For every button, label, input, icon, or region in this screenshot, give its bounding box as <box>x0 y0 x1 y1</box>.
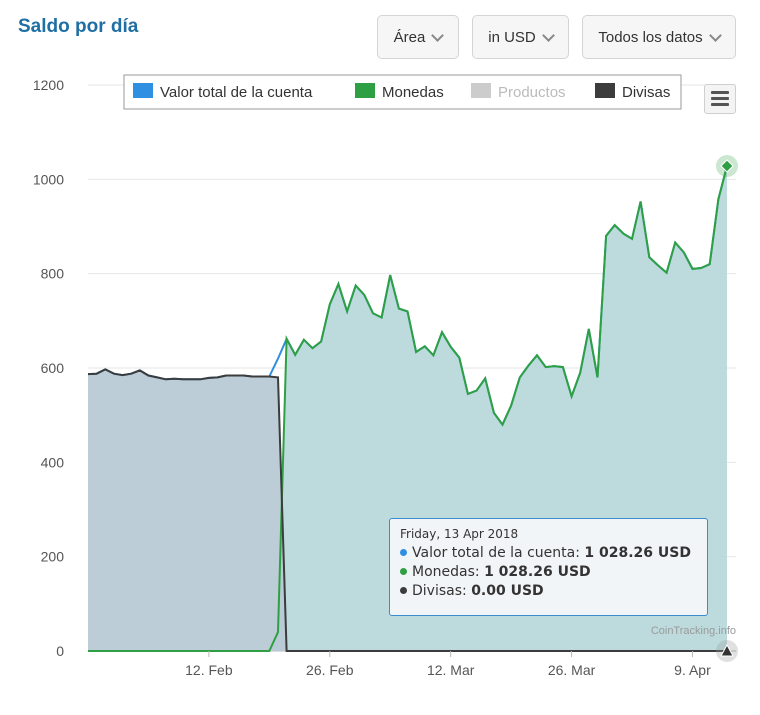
chart-legend: Valor total de la cuenta Monedas Productos… <box>123 74 682 110</box>
range-dropdown[interactable]: Todos los datos <box>582 15 736 59</box>
legend-label: Monedas <box>382 84 444 101</box>
marker-divisas <box>720 643 734 657</box>
chart-menu-button[interactable] <box>704 84 736 114</box>
tooltip-row-total: Valor total de la cuenta: 1 028.26 USD <box>400 544 697 563</box>
y-tick-label: 200 <box>41 549 65 565</box>
tooltip-label: Divisas <box>412 583 463 599</box>
end-markers <box>716 155 738 662</box>
tooltip-row-divisas: Divisas: 0.00 USD <box>400 582 697 601</box>
y-tick-label: 400 <box>41 454 65 470</box>
chart-type-label: Área <box>393 28 426 46</box>
legend-item[interactable]: Divisas <box>595 83 670 101</box>
range-label: Todos los datos <box>598 28 703 46</box>
series-lines <box>87 165 728 652</box>
y-tick-label: 800 <box>41 266 65 282</box>
tooltip-label: Monedas <box>412 564 475 580</box>
tooltip-value: 0.00 USD <box>471 583 544 599</box>
tooltip-label: Valor total de la cuenta <box>412 545 576 561</box>
currency-label: in USD <box>488 28 536 46</box>
series-dot-icon <box>400 568 407 575</box>
x-tick-label: 9. Apr <box>674 662 711 678</box>
x-tick-label: 26. Mar <box>548 662 596 678</box>
line-divisas <box>87 368 727 652</box>
series-dot-icon <box>400 549 407 556</box>
y-tick-label: 600 <box>41 360 65 376</box>
legend-label: Divisas <box>622 84 670 101</box>
legend-label: Productos <box>498 84 566 101</box>
chart-type-dropdown[interactable]: Área <box>377 15 459 59</box>
x-tick-label: 26. Feb <box>306 662 354 678</box>
legend-swatch <box>595 83 615 98</box>
y-axis-ticks: 0 200 400 600 800 1000 1200 <box>33 77 64 659</box>
page-title: Saldo por día <box>18 16 139 37</box>
y-tick-label: 1200 <box>33 77 64 93</box>
tooltip-date: Friday, 13 Apr 2018 <box>400 527 519 541</box>
legend-swatch <box>133 83 153 98</box>
x-tick-label: 12. Mar <box>427 662 475 678</box>
legend-item[interactable]: Valor total de la cuenta <box>133 83 313 101</box>
x-axis-ticks: 12. Feb 26. Feb 12. Mar 26. Mar 9. Apr <box>185 651 711 678</box>
series-dot-icon <box>400 587 407 594</box>
currency-dropdown[interactable]: in USD <box>472 15 569 59</box>
legend-item[interactable]: Productos <box>471 83 566 101</box>
y-tick-label: 1000 <box>33 171 64 187</box>
tooltip-value: 1 028.26 USD <box>484 564 591 580</box>
y-tick-label: 0 <box>56 643 64 659</box>
legend-label: Valor total de la cuenta <box>160 84 313 101</box>
legend-item[interactable]: Monedas <box>355 83 444 101</box>
line-monedas <box>88 165 728 652</box>
legend-swatch <box>471 83 491 98</box>
credit-text[interactable]: CoinTracking.info <box>651 625 736 637</box>
tooltip: Friday, 13 Apr 2018 Valor total de la cu… <box>389 518 708 616</box>
area-divisas <box>88 369 727 651</box>
marker-monedas <box>720 159 734 173</box>
legend-swatch <box>355 83 375 98</box>
tooltip-value: 1 028.26 USD <box>584 545 691 561</box>
tooltip-row-monedas: Monedas: 1 028.26 USD <box>400 563 697 582</box>
legend-box <box>123 74 682 110</box>
x-tick-label: 12. Feb <box>185 662 233 678</box>
